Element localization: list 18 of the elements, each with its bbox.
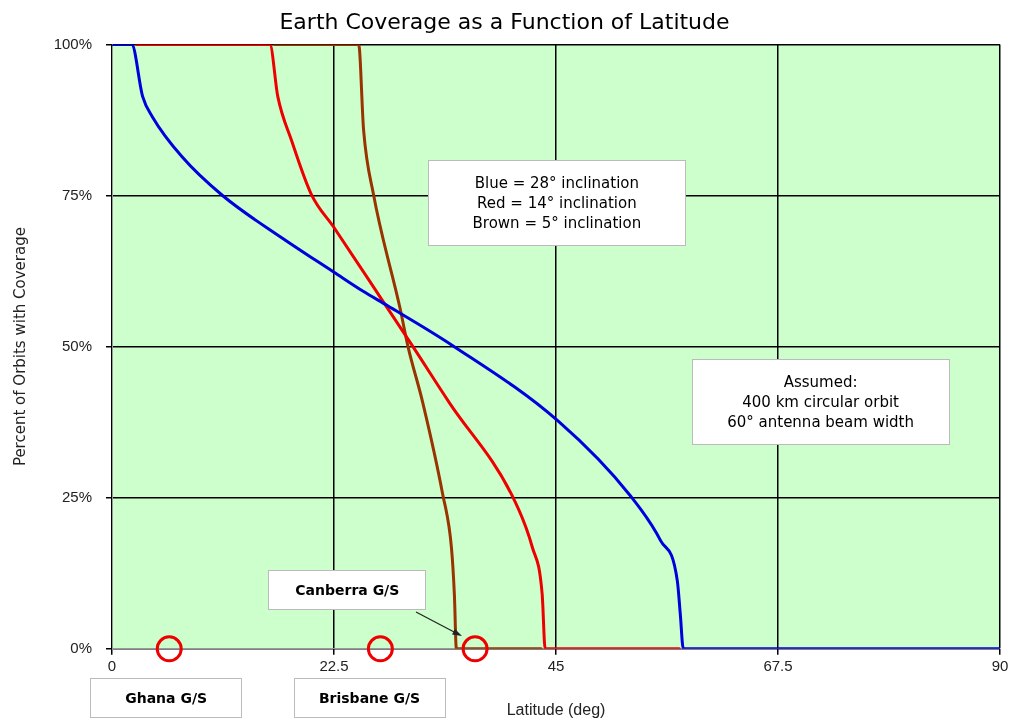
y-tick-label: 50%: [61, 336, 92, 354]
text-box: Brisbane G/S: [293, 678, 446, 719]
y-tick-label: 25%: [61, 487, 92, 505]
x-tick-label: 67.5: [763, 656, 793, 674]
x-tick-label: 90: [991, 656, 1009, 674]
text-box: Ghana G/S: [90, 678, 243, 719]
x-axis-title: Latitude (deg): [506, 700, 606, 718]
x-tick-label: 45: [547, 656, 565, 674]
y-tick-label: 75%: [61, 185, 92, 203]
x-tick-label: 0: [107, 656, 117, 674]
chart-title: Earth Coverage as a Function of Latitude: [279, 8, 730, 34]
y-axis-title: Percent of Orbits with Coverage: [10, 227, 29, 467]
text-box: Assumed: 400 km circular orbit 60° antenna beam width: [691, 358, 950, 445]
y-tick-label: 100%: [53, 34, 92, 52]
text-box: Blue = 28° inclination Red = 14° inclination Brown = 5° inclination: [427, 159, 686, 246]
text-box: Canberra G/S: [268, 570, 427, 611]
x-tick-label: 22.5: [319, 656, 349, 674]
y-tick-label: 0%: [70, 638, 92, 656]
